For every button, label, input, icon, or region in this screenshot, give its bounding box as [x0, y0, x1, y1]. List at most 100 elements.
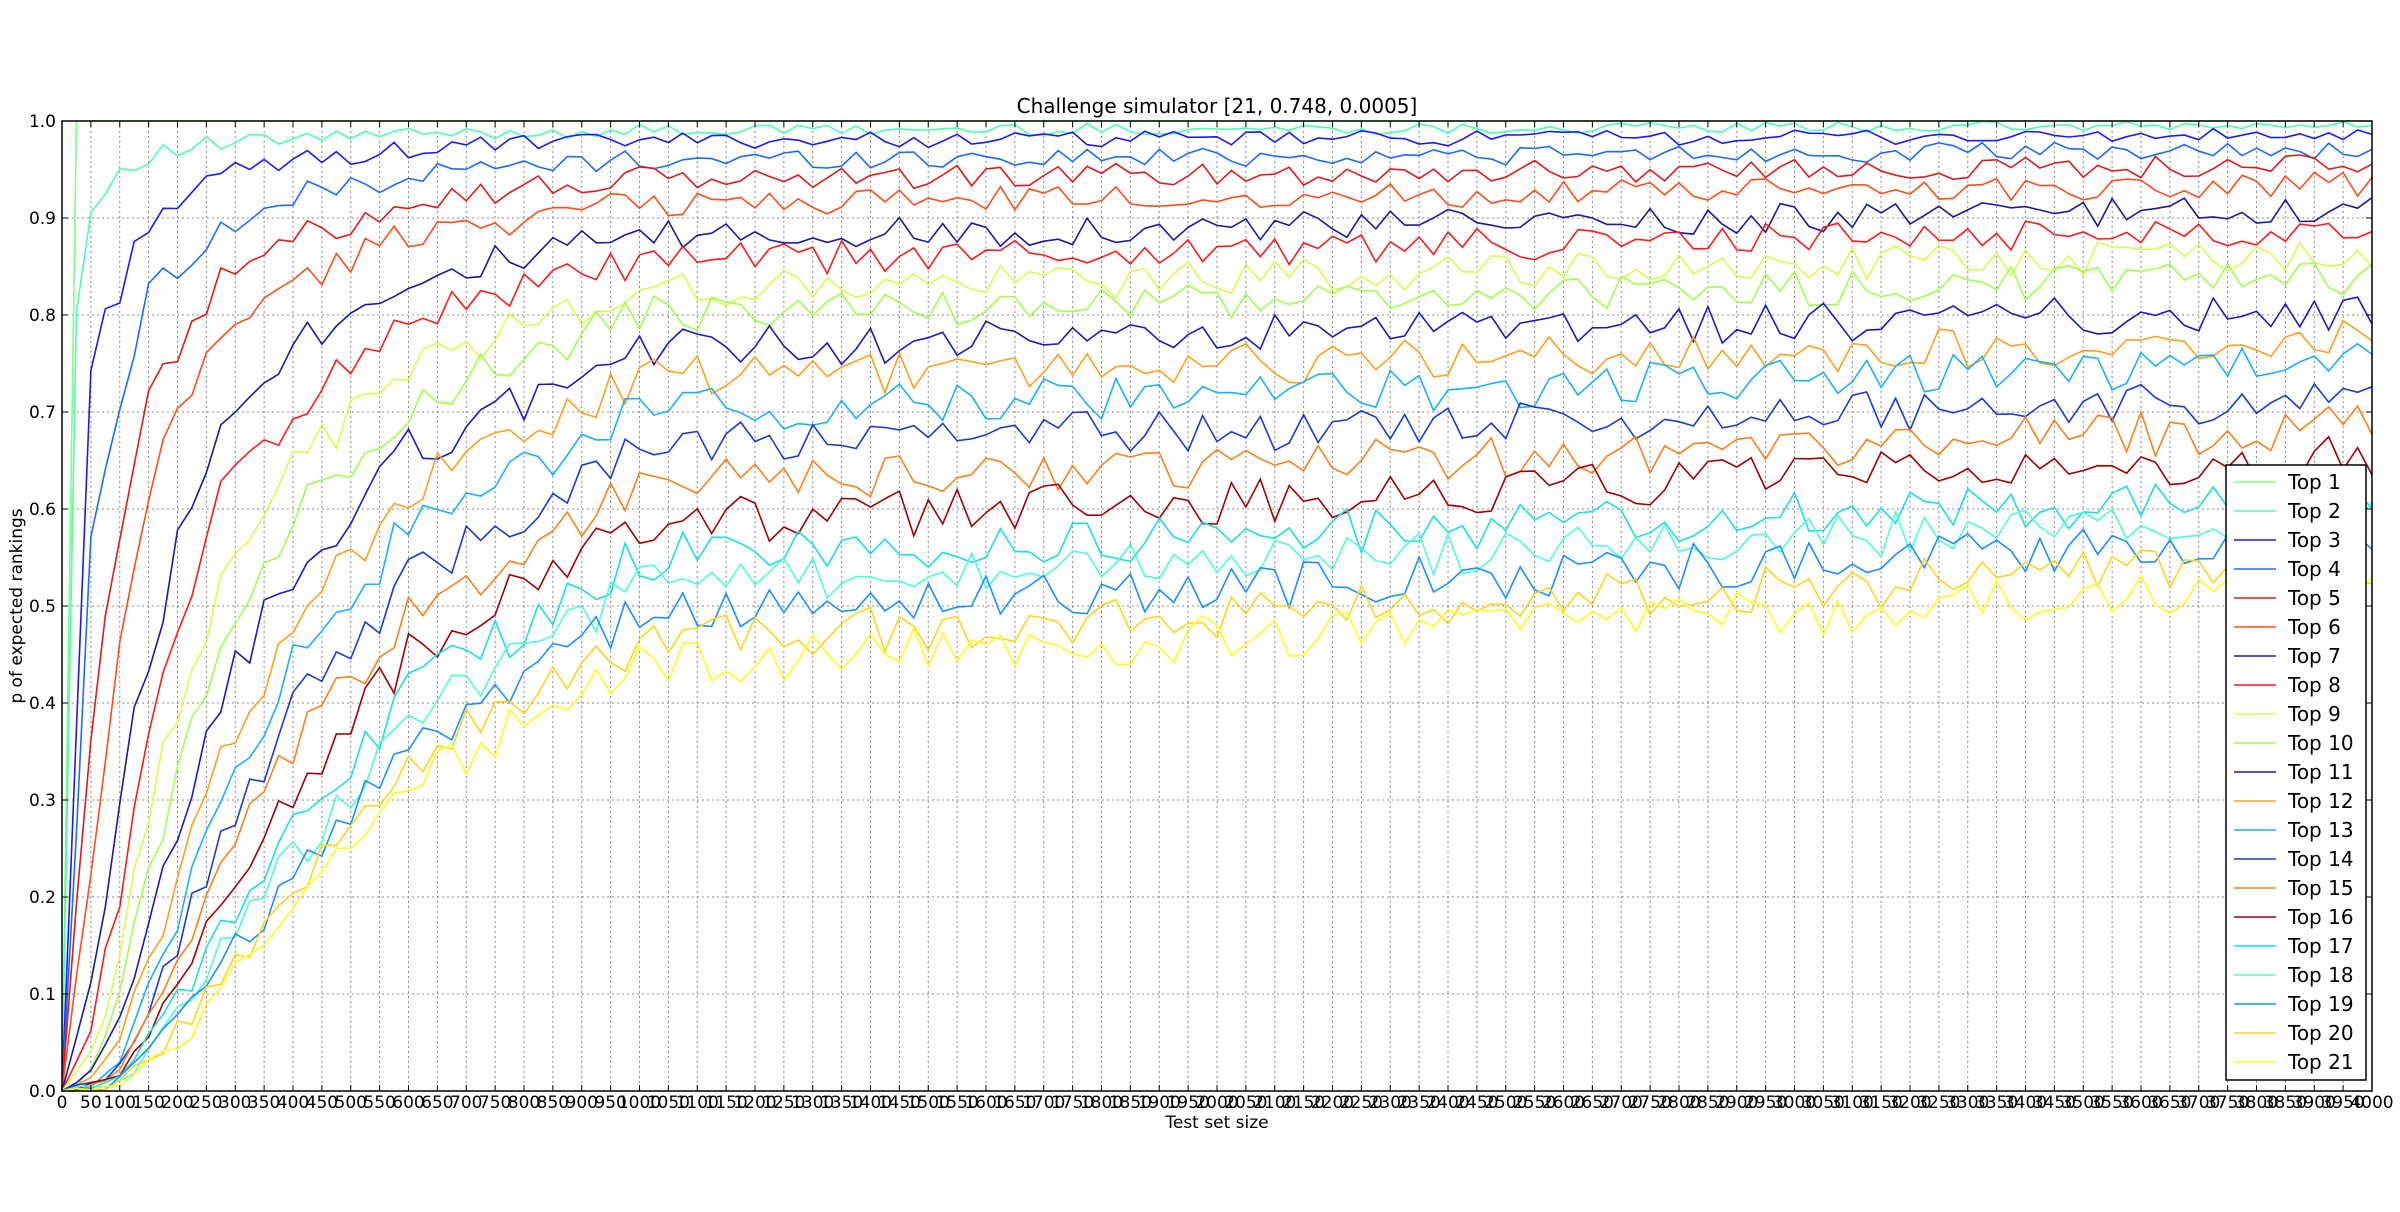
legend-label: Top 4	[2287, 557, 2341, 581]
x-tick-label: 3600	[2119, 1093, 2162, 1113]
legend-label: Top 3	[2287, 528, 2341, 552]
x-tick-label: 950	[594, 1093, 626, 1113]
x-tick-label: 4000	[2350, 1093, 2393, 1113]
x-tick-label: 3200	[1888, 1093, 1931, 1113]
x-tick-label: 3050	[1802, 1093, 1845, 1113]
series-line	[61, 127, 2373, 1092]
legend-label: Top 16	[2287, 905, 2354, 929]
x-tick-label: 100	[104, 1093, 136, 1113]
axis-ticks: 0 50 1001502002503003504004505005506006507…	[29, 112, 2394, 1113]
x-tick-label: 2450	[1455, 1093, 1498, 1113]
x-tick-label: 3550	[2090, 1093, 2133, 1113]
legend-label: Top 2	[2287, 499, 2341, 523]
series-line	[61, 404, 2373, 1092]
x-tick-label: 3400	[2004, 1093, 2047, 1113]
legend-label: Top 14	[2287, 847, 2354, 871]
x-tick-label: 2050	[1224, 1093, 1267, 1113]
x-tick-label: 3100	[1831, 1093, 1874, 1113]
x-tick-label: 3150	[1859, 1093, 1902, 1113]
x-tick-label: 450	[306, 1093, 338, 1113]
series-line	[61, 319, 2373, 1092]
series-line	[61, 382, 2373, 1092]
legend-label: Top 7	[2287, 644, 2341, 668]
y-tick-label: 0.2	[29, 888, 56, 908]
y-tick-label: 0.4	[29, 694, 56, 714]
series-line	[61, 262, 2373, 1092]
x-axis-title: Test set size	[1164, 1113, 1268, 1133]
x-tick-label: 3350	[1975, 1093, 2018, 1113]
x-tick-label: 2250	[1340, 1093, 1383, 1113]
x-tick-label: 400	[277, 1093, 309, 1113]
legend-label: Top 18	[2287, 963, 2354, 987]
x-tick-label: 800	[508, 1093, 540, 1113]
x-tick-label: 1100	[676, 1093, 719, 1113]
y-tick-label: 1.0	[29, 112, 56, 132]
x-tick-label: 850	[537, 1093, 569, 1113]
x-tick-label: 2150	[1282, 1093, 1325, 1113]
chart-title: Challenge simulator [21, 0.748, 0.0005]	[1017, 94, 1418, 118]
legend-label: Top 6	[2287, 615, 2341, 639]
legend-label: Top 21	[2287, 1050, 2354, 1074]
x-tick-label: 2200	[1311, 1093, 1354, 1113]
x-tick-label: 2900	[1715, 1093, 1758, 1113]
x-tick-label: 3700	[2177, 1093, 2220, 1113]
series-line	[61, 514, 2373, 1092]
series-line	[61, 120, 2373, 1092]
x-tick-label: 600	[392, 1093, 424, 1113]
x-tick-label: 1850	[1109, 1093, 1152, 1113]
x-tick-label: 1950	[1166, 1093, 1209, 1113]
x-tick-label: 2850	[1686, 1093, 1729, 1113]
x-tick-label: 1350	[820, 1093, 863, 1113]
x-tick-label: 900	[566, 1093, 598, 1113]
x-tick-label: 1050	[647, 1093, 690, 1113]
x-tick-label: 2800	[1657, 1093, 1700, 1113]
x-tick-label: 550	[363, 1093, 395, 1113]
series-line	[61, 342, 2373, 1092]
x-tick-label: 2700	[1600, 1093, 1643, 1113]
legend-label: Top 19	[2287, 992, 2354, 1016]
legend-label: Top 15	[2287, 876, 2354, 900]
x-tick-label: 3950	[2321, 1093, 2364, 1113]
x-tick-label: 1800	[1080, 1093, 1123, 1113]
series-line	[61, 574, 2373, 1092]
x-tick-label: 150	[132, 1093, 164, 1113]
legend-label: Top 8	[2287, 673, 2341, 697]
y-tick-label: 0.7	[29, 403, 56, 423]
series-line	[61, 220, 2373, 1092]
x-tick-label: 2400	[1426, 1093, 1469, 1113]
x-tick-label: 2300	[1369, 1093, 1412, 1113]
legend-label: Top 5	[2287, 586, 2341, 610]
x-tick-label: 250	[190, 1093, 222, 1113]
x-tick-label: 2600	[1542, 1093, 1585, 1113]
x-tick-label: 50	[80, 1093, 102, 1113]
x-tick-label: 2500	[1484, 1093, 1527, 1113]
x-tick-label: 1250	[762, 1093, 805, 1113]
series-line	[61, 549, 2373, 1092]
x-tick-label: 3900	[2293, 1093, 2336, 1113]
x-tick-label: 0	[57, 1093, 68, 1113]
x-tick-label: 2100	[1253, 1093, 1296, 1113]
x-tick-label: 2350	[1397, 1093, 1440, 1113]
grid	[62, 121, 2372, 1091]
x-tick-label: 2550	[1513, 1093, 1556, 1113]
y-tick-label: 0.0	[29, 1082, 56, 1102]
x-tick-label: 700	[450, 1093, 482, 1113]
legend-label: Top 11	[2287, 760, 2354, 784]
x-tick-label: 1600	[964, 1093, 1007, 1113]
x-tick-label: 3500	[2062, 1093, 2105, 1113]
x-tick-label: 2750	[1628, 1093, 1671, 1113]
x-tick-label: 2000	[1195, 1093, 1238, 1113]
legend-label: Top 1	[2287, 470, 2341, 494]
x-tick-label: 3000	[1773, 1093, 1816, 1113]
y-tick-label: 0.3	[29, 791, 56, 811]
x-tick-label: 1750	[1051, 1093, 1094, 1113]
legend-label: Top 10	[2287, 731, 2354, 755]
legend: Top 1 Top 2 Top 3 Top 4 Top 5 Top 6 Top 7 Top 8…	[2225, 464, 2367, 1081]
series-line	[61, 492, 2373, 1092]
x-tick-label: 200	[161, 1093, 193, 1113]
y-tick-label: 0.5	[29, 597, 56, 617]
x-tick-label: 650	[421, 1093, 453, 1113]
y-tick-label: 0.9	[29, 209, 56, 229]
x-tick-label: 750	[479, 1093, 511, 1113]
